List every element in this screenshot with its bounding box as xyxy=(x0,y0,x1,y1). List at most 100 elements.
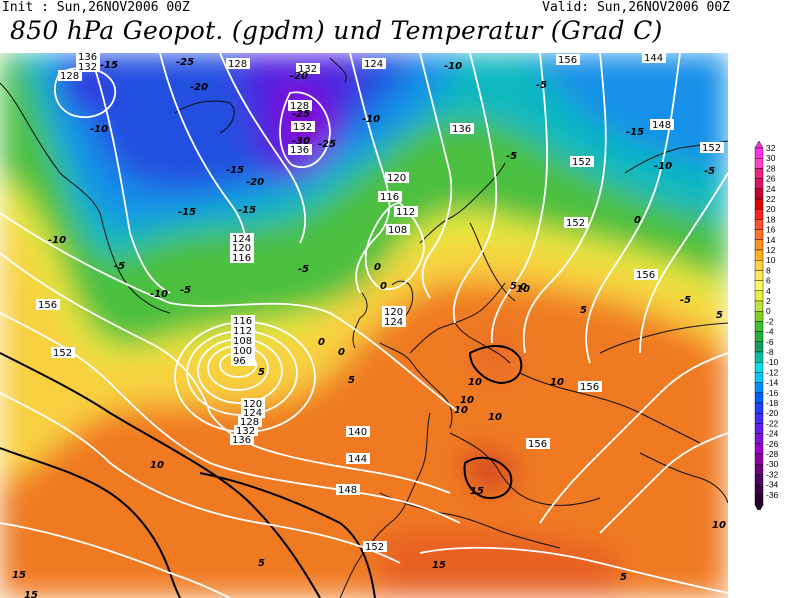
legend-swatch xyxy=(754,341,764,353)
legend-label: -28 xyxy=(766,449,779,459)
geopot-label: 128 xyxy=(238,416,262,428)
svg-text:148: 148 xyxy=(652,120,671,131)
geopot-label: 112 xyxy=(394,206,418,218)
geopot-label: 148 xyxy=(336,484,360,496)
svg-text:136: 136 xyxy=(452,124,471,135)
legend-label: -32 xyxy=(766,469,779,479)
legend-label: -20 xyxy=(766,408,779,418)
legend-label: 28 xyxy=(766,163,776,173)
svg-text:112: 112 xyxy=(233,326,252,337)
svg-text:120: 120 xyxy=(384,307,403,318)
temp-label: 10 xyxy=(488,412,502,423)
geopot-label: 144 xyxy=(642,53,666,64)
temp-label: -10 xyxy=(444,61,462,72)
temp-label: 10 xyxy=(460,395,474,406)
legend-label: 20 xyxy=(766,204,776,214)
geopot-label: 152 xyxy=(363,541,387,553)
legend-label: -14 xyxy=(766,378,779,388)
temp-label: 5 xyxy=(716,310,723,321)
legend-swatch xyxy=(754,494,764,506)
svg-text:152: 152 xyxy=(53,348,72,359)
temp-label: -20 xyxy=(246,177,264,188)
coastlines xyxy=(0,57,728,598)
temp-label: 10 xyxy=(150,460,164,471)
geopot-label: 156 xyxy=(526,438,550,450)
svg-text:96: 96 xyxy=(233,356,246,367)
legend-label: 24 xyxy=(766,184,776,194)
legend-label: 30 xyxy=(766,153,776,163)
geopot-label: 120 xyxy=(230,242,254,254)
geopot-label: 132 xyxy=(234,425,258,437)
legend-label: 6 xyxy=(766,276,771,286)
temp-label: -10 xyxy=(362,114,380,125)
geopot-label: 124 xyxy=(382,316,406,328)
svg-text:120: 120 xyxy=(232,243,251,254)
temp-label: 10 xyxy=(550,377,564,388)
svg-text:132: 132 xyxy=(78,62,97,73)
svg-text:144: 144 xyxy=(644,53,663,64)
temp-label: -10 xyxy=(90,124,108,135)
geopot-label: 124 xyxy=(241,407,265,419)
legend-swatch xyxy=(754,188,764,200)
svg-text:128: 128 xyxy=(240,417,259,428)
color-legend: 32 30 28 26 24 22 20 18 16 14 12 10 8 6 4 2 0 -2 -4 -6 -8 -10… xyxy=(753,140,788,513)
svg-text:120: 120 xyxy=(387,173,406,184)
legend-label: -26 xyxy=(766,439,779,449)
legend-label: -18 xyxy=(766,398,779,408)
legend-arrow-bottom xyxy=(754,504,764,513)
legend-swatch xyxy=(754,372,764,383)
temp-label: 5 xyxy=(620,572,627,583)
legend-label: 22 xyxy=(766,194,776,204)
temp-label: -10 xyxy=(150,289,168,300)
geopotential-labels: 136 132 128 128 128 132 132 136 124 120 … xyxy=(36,53,724,553)
svg-text:128: 128 xyxy=(60,71,79,82)
svg-text:132: 132 xyxy=(236,426,255,437)
legend-swatch xyxy=(754,464,764,475)
temp-label: -20 xyxy=(190,82,208,93)
legend-label: -12 xyxy=(766,367,779,377)
svg-text:112: 112 xyxy=(396,207,415,218)
temp-label: 15 xyxy=(24,590,38,598)
temp-label: 15 xyxy=(470,486,484,497)
geopot-label: 156 xyxy=(556,54,580,66)
svg-text:136: 136 xyxy=(290,145,309,156)
svg-text:124: 124 xyxy=(243,408,262,419)
svg-text:148: 148 xyxy=(338,485,357,496)
legend-label: -10 xyxy=(766,357,779,367)
temp-label: -25 xyxy=(292,109,310,120)
legend-label: 0 xyxy=(766,306,771,316)
valid-time-label: Valid: Sun,26NOV2006 00Z xyxy=(542,0,730,15)
temp-label: -5 xyxy=(680,295,691,306)
temp-label: 5 xyxy=(580,305,587,316)
temp-label: -25 xyxy=(176,57,194,68)
svg-text:136: 136 xyxy=(232,435,251,446)
temp-label: 10 xyxy=(454,405,468,416)
geopot-label: 128 xyxy=(226,58,250,70)
geopot-label: 112 xyxy=(231,325,255,337)
geopot-label: 124 xyxy=(230,233,254,245)
legend-swatch xyxy=(754,310,764,322)
legend-swatch xyxy=(754,453,764,465)
svg-text:116: 116 xyxy=(233,316,252,327)
legend-label: -36 xyxy=(766,490,779,500)
legend-label: 18 xyxy=(766,214,776,224)
svg-text:116: 116 xyxy=(380,192,399,203)
temp-label: -30 xyxy=(292,136,310,147)
svg-text:156: 156 xyxy=(38,300,57,311)
legend-label: 12 xyxy=(766,245,776,255)
svg-text:144: 144 xyxy=(348,454,367,465)
legend-swatch xyxy=(754,474,764,485)
svg-text:132: 132 xyxy=(298,64,317,75)
legend-swatch xyxy=(754,147,764,159)
weather-map: 136 132 128 128 128 132 132 136 124 120 … xyxy=(0,53,728,598)
svg-text:152: 152 xyxy=(566,218,585,229)
legend-label: -2 xyxy=(766,316,774,326)
legend-label: 10 xyxy=(766,255,776,265)
geopot-label: 116 xyxy=(378,191,402,203)
legend-swatch xyxy=(754,168,764,179)
legend-swatch xyxy=(754,382,764,394)
temp-label: -5 xyxy=(298,264,309,275)
temp-label: 15 xyxy=(432,560,446,571)
temp-label: 5 xyxy=(348,375,355,386)
geopot-label: 120 xyxy=(382,306,406,318)
